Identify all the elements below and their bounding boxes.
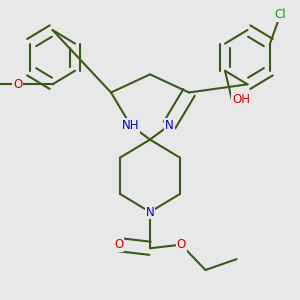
Text: NH: NH (122, 118, 139, 132)
Text: O: O (13, 78, 22, 91)
Text: N: N (146, 206, 154, 218)
Text: O: O (177, 238, 186, 251)
Text: Cl: Cl (274, 8, 286, 21)
Text: N: N (165, 118, 174, 132)
Text: O: O (114, 238, 123, 251)
Text: OH: OH (232, 93, 250, 106)
